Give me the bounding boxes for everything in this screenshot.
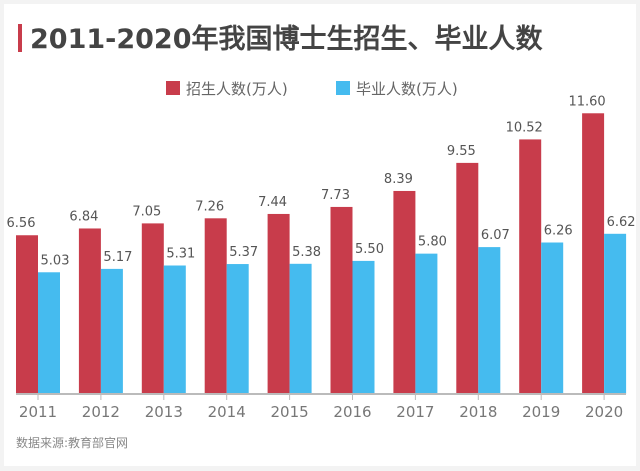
bar-enrollment-2020 <box>582 113 605 394</box>
data-label: 6.62 <box>607 215 636 230</box>
bar-enrollment-2015 <box>267 213 290 394</box>
bar-graduates-2012 <box>100 268 123 394</box>
x-tick-label: 2020 <box>585 403 623 421</box>
data-label: 9.55 <box>447 144 476 159</box>
x-tick-label: 2013 <box>145 403 183 421</box>
title-accent-bar <box>18 24 22 52</box>
bar-enrollment-2013 <box>141 223 164 394</box>
data-label: 10.52 <box>506 120 543 135</box>
bar-graduates-2013 <box>163 265 186 394</box>
x-tick-label: 2018 <box>459 403 497 421</box>
bar-enrollment-2016 <box>330 206 353 394</box>
legend-label: 招生人数(万人) <box>186 80 288 98</box>
data-label: 5.50 <box>355 242 384 257</box>
x-tick-label: 2017 <box>396 403 434 421</box>
x-tick-label: 2011 <box>19 403 57 421</box>
bar-enrollment-2017 <box>393 190 416 394</box>
data-label: 7.44 <box>258 195 287 210</box>
data-label: 6.56 <box>7 216 36 231</box>
bar-graduates-2020 <box>604 233 627 394</box>
data-label: 7.26 <box>195 199 224 214</box>
data-label: 11.60 <box>568 94 605 109</box>
legend-swatch <box>336 81 350 95</box>
legend: 招生人数(万人) 毕业人数(万人) <box>166 80 458 98</box>
bar-graduates-2017 <box>415 253 438 394</box>
data-label: 5.37 <box>229 245 258 260</box>
source-note: 数据来源:教育部官网 <box>16 435 128 450</box>
data-label: 6.26 <box>544 224 573 239</box>
data-label: 5.17 <box>103 250 132 265</box>
legend-swatch <box>166 81 180 95</box>
bar-enrollment-2012 <box>78 228 101 394</box>
x-tick-label: 2012 <box>82 403 120 421</box>
bar-enrollment-2011 <box>16 235 38 394</box>
data-label: 7.05 <box>132 204 161 219</box>
data-label: 5.38 <box>292 245 321 260</box>
bar-enrollment-2019 <box>519 139 542 394</box>
data-label: 6.84 <box>69 209 98 224</box>
x-tick-label: 2014 <box>208 403 246 421</box>
bar-graduates-2014 <box>226 264 249 394</box>
chart-title: 2011-2020年我国博士生招生、毕业人数 <box>30 23 543 55</box>
data-label: 5.03 <box>41 253 70 268</box>
data-label: 7.73 <box>321 188 350 203</box>
data-label: 5.80 <box>418 235 447 250</box>
x-tick-label: 2016 <box>333 403 371 421</box>
bar-enrollment-2014 <box>204 218 227 394</box>
bar-graduates-2015 <box>289 263 312 394</box>
x-tick-label: 2019 <box>522 403 560 421</box>
data-label: 5.31 <box>166 246 195 261</box>
bar-enrollment-2018 <box>456 162 479 394</box>
data-label: 6.07 <box>481 228 510 243</box>
bar-graduates-2011 <box>38 272 60 394</box>
bar-graduates-2018 <box>478 247 501 394</box>
bar-graduates-2019 <box>541 242 564 394</box>
bar-graduates-2016 <box>352 260 375 394</box>
data-label: 8.39 <box>384 172 413 187</box>
legend-label: 毕业人数(万人) <box>356 80 458 98</box>
x-tick-label: 2015 <box>271 403 309 421</box>
